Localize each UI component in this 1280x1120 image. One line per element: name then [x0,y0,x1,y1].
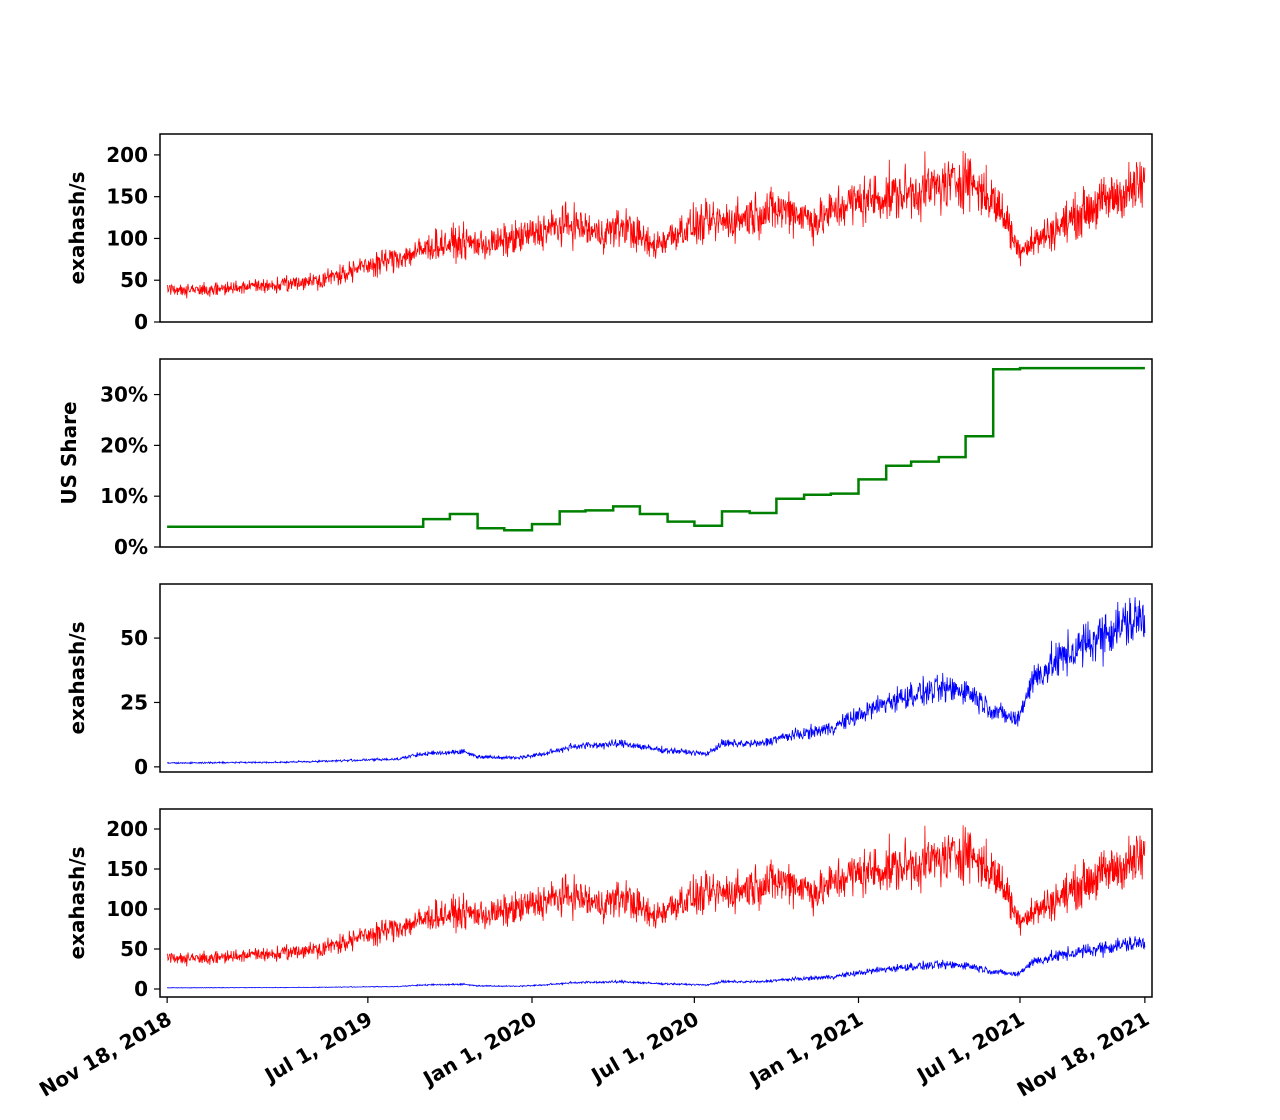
y-tick-label: 0 [134,755,148,779]
panel-us-hashrate: 0 25 50 exahash/s [65,583,1153,779]
y-tick-label: 150 [106,857,148,881]
y-tick-label: 50 [120,268,148,292]
y-tick-label: 200 [106,817,148,841]
y-tick-label: 30% [100,383,148,407]
y-axis-label: exahash/s [65,171,89,284]
y-tick-label: 50 [120,626,148,650]
plot-frame [159,583,1153,773]
y-tick-label: 150 [106,185,148,209]
series-line-0-0 [167,150,1146,299]
panel-us-share: 0% 10% 20% 30% US Share [57,358,1153,559]
panel-total-hashrate: 0 50 100 150 200 exahash/s [65,133,1153,334]
plot-frame [159,133,1153,323]
y-tick-label: 50 [120,937,148,961]
y-tick-label: 100 [106,897,148,921]
y-tick-label: 0 [134,310,148,334]
y-tick-label: 10% [100,484,148,508]
y-tick-label: 0% [114,535,148,559]
plot-frame [159,358,1153,548]
y-tick-label: 25 [120,690,148,714]
series-line-3-0 [167,825,1146,967]
series-line-3-1 [167,936,1146,989]
series-line-2-0 [167,597,1146,765]
y-axis-label: exahash/s [65,846,89,959]
y-axis-label: exahash/s [65,621,89,734]
y-tick-label: 0 [134,977,148,1001]
y-tick-label: 200 [106,143,148,167]
series-line-1-0 [167,366,1145,532]
y-tick-label: 100 [106,226,148,250]
y-tick-label: 20% [100,433,148,457]
y-axis-label: US Share [57,401,81,504]
plot-frame [159,808,1153,998]
